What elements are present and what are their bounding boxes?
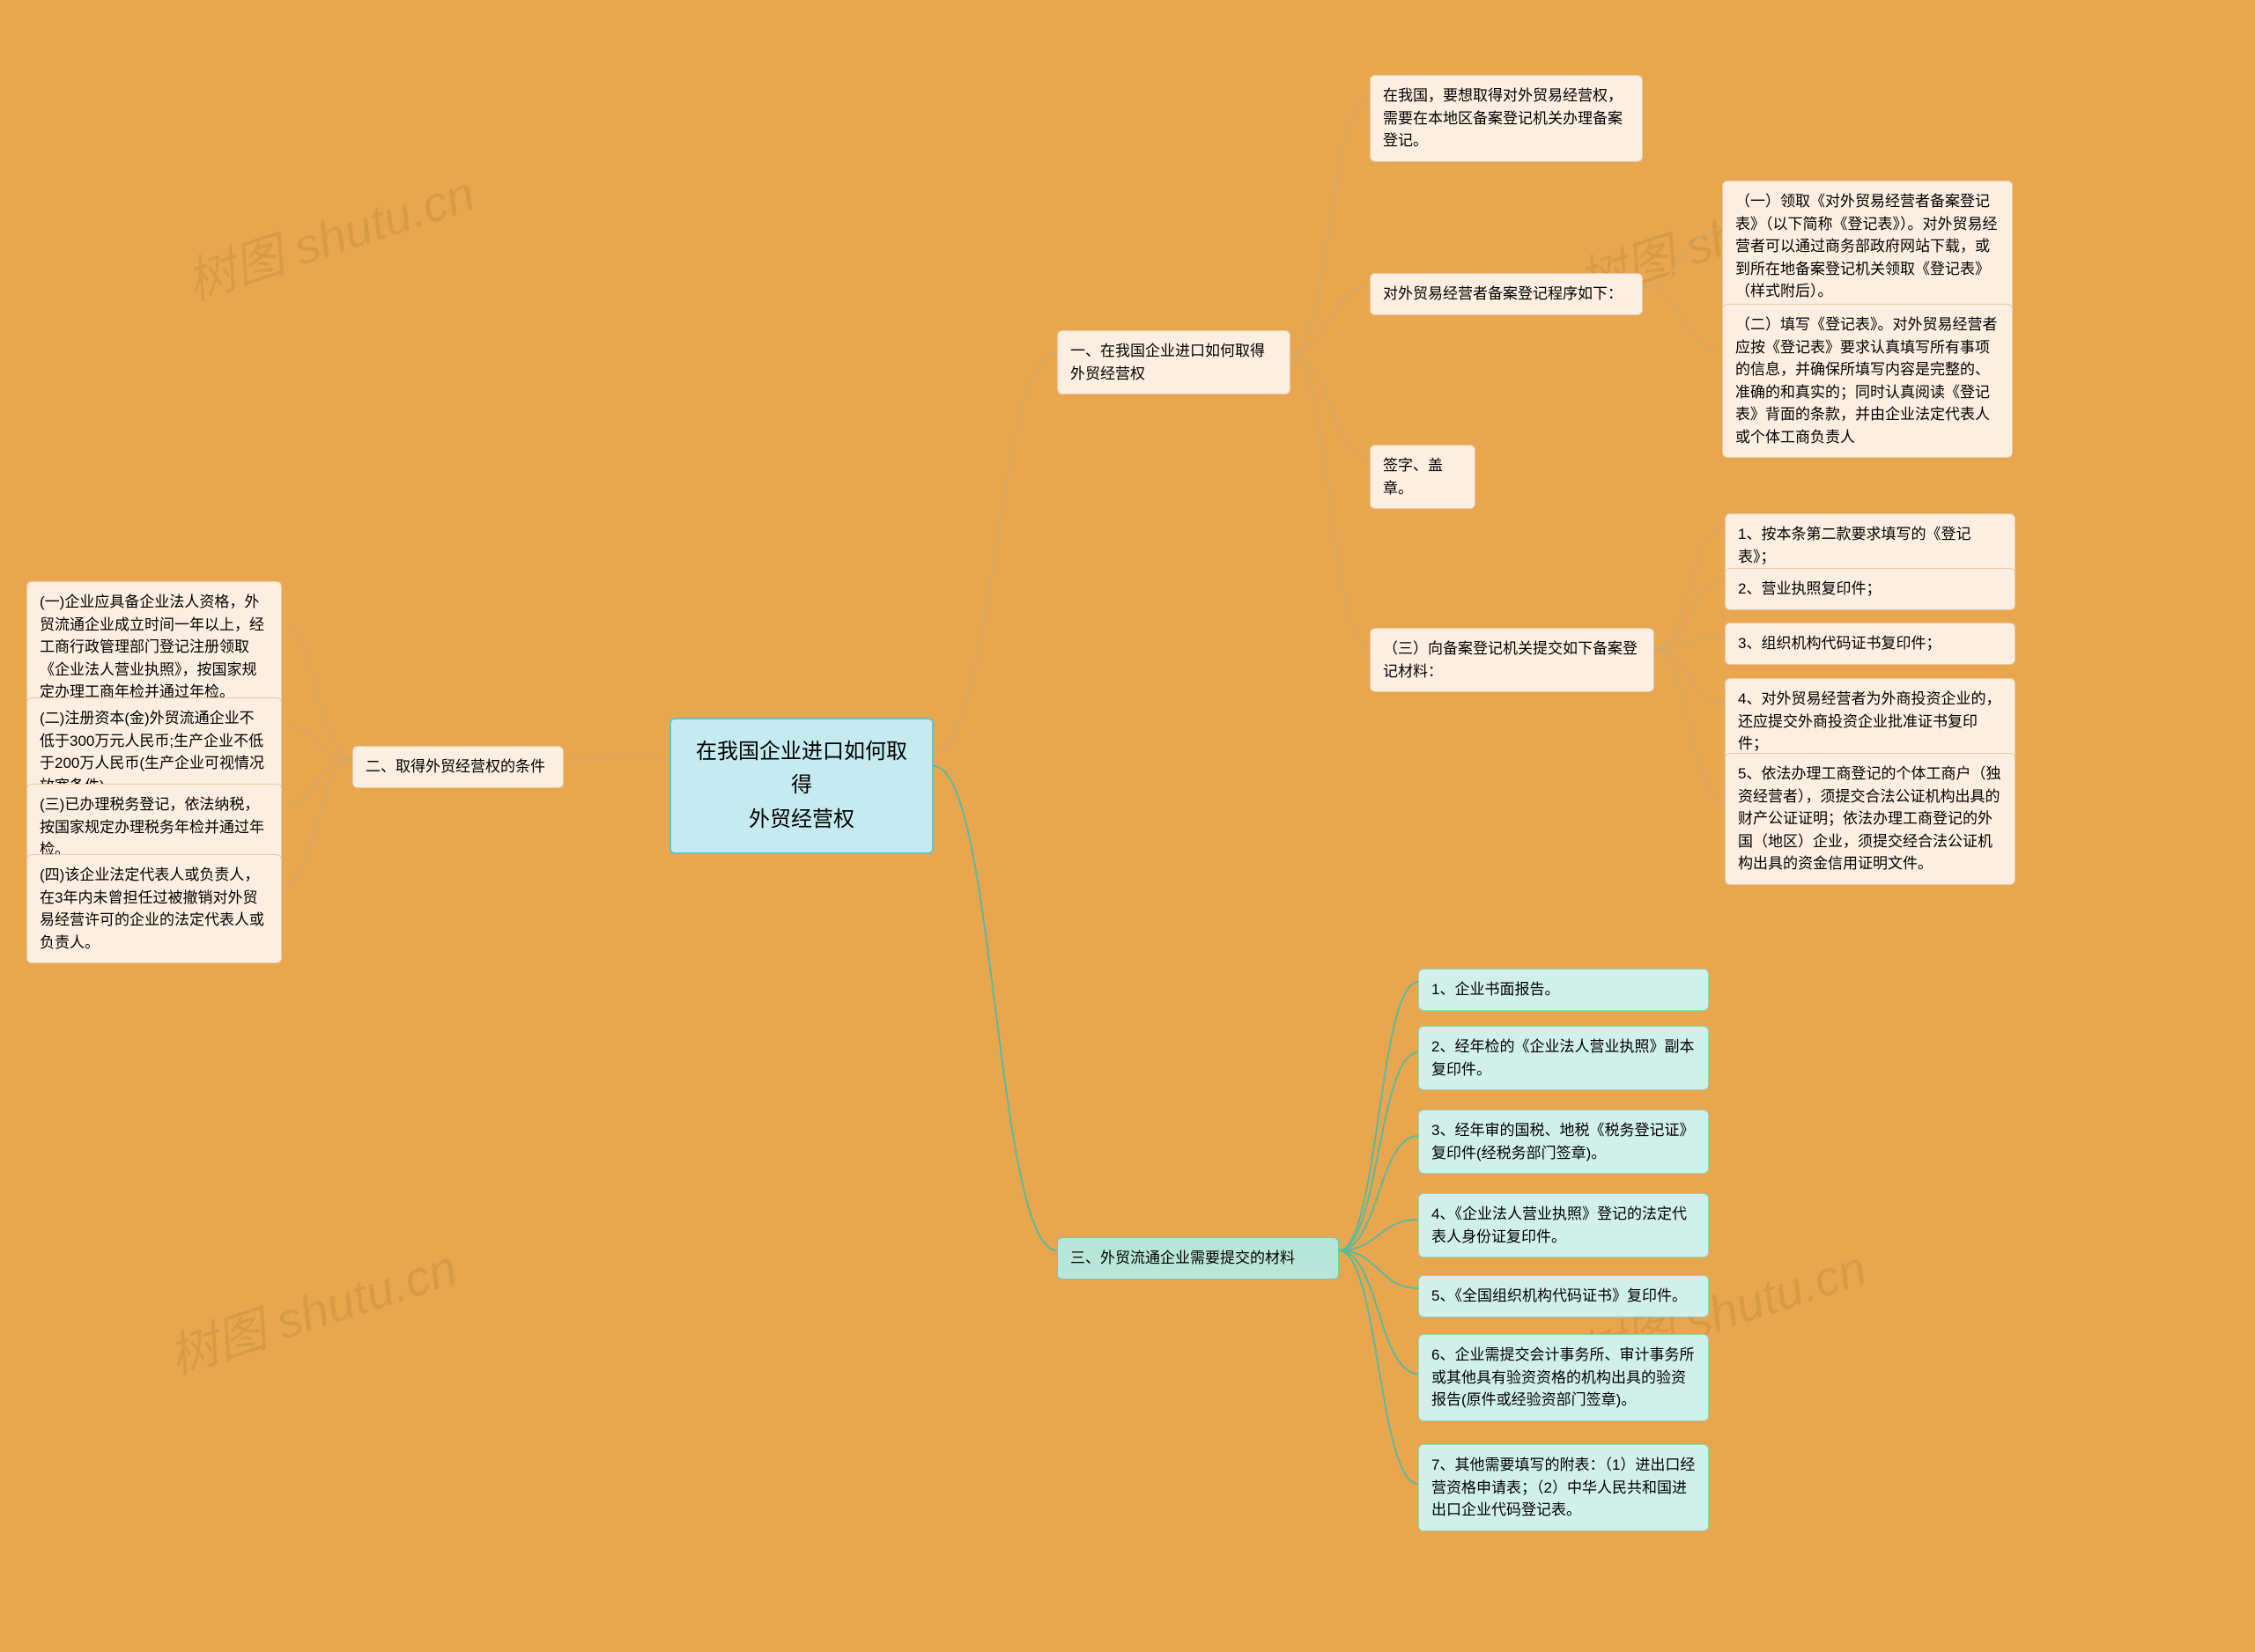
branch-2[interactable]: 二、取得外贸经营权的条件	[352, 746, 564, 788]
branch-1-n2-c2[interactable]: （二）填写《登记表》。对外贸易经营者应按《登记表》要求认真填写所有事项的信息，并…	[1722, 304, 2013, 458]
branch-3[interactable]: 三、外贸流通企业需要提交的材料	[1057, 1237, 1339, 1280]
branch-1-n4-c2[interactable]: 2、营业执照复印件；	[1725, 568, 2015, 610]
branch-1-n4-c5[interactable]: 5、依法办理工商登记的个体工商户（独资经营者），须提交合法公证机构出具的财产公证…	[1725, 753, 2015, 885]
branch-3-c2[interactable]: 2、经年检的《企业法人营业执照》副本复印件。	[1418, 1026, 1709, 1090]
branch-3-c5[interactable]: 5、《全国组织机构代码证书》复印件。	[1418, 1275, 1709, 1317]
branch-3-c7[interactable]: 7、其他需要填写的附表：（1）进出口经营资格申请表；（2）中华人民共和国进出口企…	[1418, 1444, 1709, 1531]
branch-1-n1[interactable]: 在我国，要想取得对外贸易经营权，需要在本地区备案登记机关办理备案登记。	[1370, 75, 1643, 162]
branch-3-c1[interactable]: 1、企业书面报告。	[1418, 969, 1709, 1011]
branch-1-n2-c1[interactable]: （一）领取《对外贸易经营者备案登记表》（以下简称《登记表》）。对外贸易经营者可以…	[1722, 181, 2013, 313]
branch-3-c6[interactable]: 6、企业需提交会计事务所、审计事务所或其他具有验资资格的机构出具的验资报告(原件…	[1418, 1334, 1709, 1421]
branch-3-c4[interactable]: 4、《企业法人营业执照》登记的法定代表人身份证复印件。	[1418, 1193, 1709, 1257]
branch-1-n4-c3[interactable]: 3、组织机构代码证书复印件；	[1725, 623, 2015, 665]
branch-3-c3[interactable]: 3、经年审的国税、地税《税务登记证》复印件(经税务部门签章)。	[1418, 1110, 1709, 1174]
branch-1-n4-c4[interactable]: 4、对外贸易经营者为外商投资企业的，还应提交外商投资企业批准证书复印件；	[1725, 678, 2015, 765]
branch-1-n4[interactable]: （三）向备案登记机关提交如下备案登记材料：	[1370, 628, 1654, 692]
root-node[interactable]: 在我国企业进口如何取得 外贸经营权	[669, 718, 934, 854]
branch-2-c4[interactable]: (四)该企业法定代表人或负责人，在3年内未曾担任过被撤销对外贸易经营许可的企业的…	[26, 854, 282, 963]
watermark: 树图 shutu.cn	[159, 1228, 465, 1389]
branch-2-c1[interactable]: (一)企业应具备企业法人资格，外贸流通企业成立时间一年以上，经工商行政管理部门登…	[26, 581, 282, 713]
branch-1[interactable]: 一、在我国企业进口如何取得外贸经营权	[1057, 330, 1290, 395]
watermark: 树图 shutu.cn	[176, 154, 483, 314]
branch-1-n2[interactable]: 对外贸易经营者备案登记程序如下：	[1370, 273, 1643, 315]
branch-1-n3[interactable]: 签字、盖章。	[1370, 445, 1475, 509]
